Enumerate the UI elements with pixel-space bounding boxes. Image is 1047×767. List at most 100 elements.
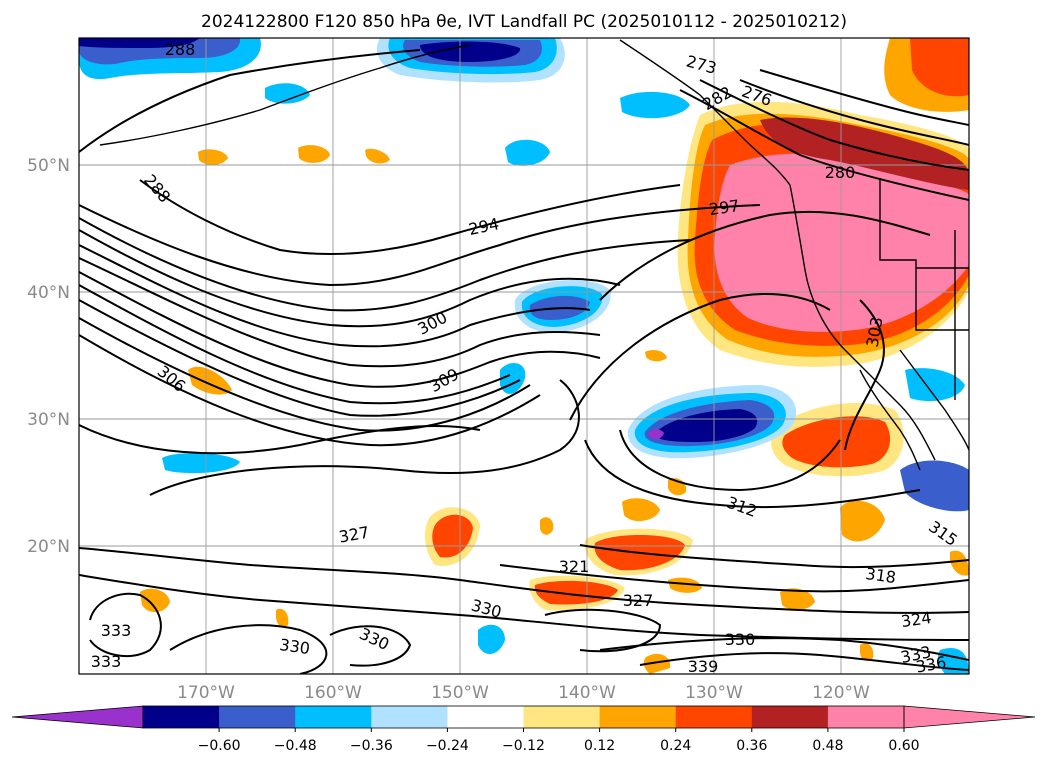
- theta-e-contours: [79, 49, 969, 674]
- colorbar-tick-label: 0.48: [812, 738, 843, 754]
- lon-label-160: 160°W: [304, 683, 362, 703]
- positive-region-ne-corner-red: [910, 38, 969, 97]
- contour-label: 324: [900, 608, 933, 631]
- coastline-baja: [859, 369, 921, 471]
- contour-line: [679, 89, 969, 201]
- lon-label-130: 130°W: [685, 683, 743, 703]
- positive-patch-9: [198, 149, 228, 166]
- negative-region-central-purple: [648, 429, 664, 440]
- colorbar-tick-label: 0.12: [584, 738, 615, 754]
- negative-region-small-2: [620, 91, 690, 119]
- positive-region-mexico-red: [782, 416, 891, 468]
- coastline-us-west: [789, 184, 936, 461]
- positive-patch-15: [643, 653, 671, 674]
- colorbar-cell: [523, 706, 601, 728]
- colorbar: −0.60 −0.48 −0.36 −0.24 −0.12 0.12 0.24 0.36 0.4…: [11, 705, 1036, 754]
- positive-patch-17: [860, 643, 874, 661]
- state-border-1: [879, 178, 969, 331]
- contour-line: [599, 637, 969, 661]
- positive-patch-6: [140, 588, 170, 613]
- colorbar-extend-max: [903, 705, 1036, 729]
- negative-region-small-7: [478, 624, 505, 655]
- coastline-british-columbia: [619, 39, 791, 186]
- colorbar-cell: [599, 706, 677, 728]
- contour-line: [599, 210, 931, 301]
- positive-patch-14: [668, 577, 702, 593]
- contour-label: 330: [278, 635, 311, 658]
- map-panel: 288 288 294 297 300 306 309 312 315 318 …: [78, 37, 970, 677]
- negative-region-small-3: [265, 83, 310, 104]
- lon-label-140: 140°W: [558, 683, 616, 703]
- contour-line: [619, 429, 841, 492]
- contour-line: [79, 49, 421, 153]
- contour-label: 297: [708, 196, 741, 219]
- contour-line: [169, 624, 328, 674]
- contour-label: 288: [165, 40, 196, 59]
- negative-region-central-dark: [654, 409, 758, 442]
- contour-line: [139, 179, 681, 256]
- colorbar-tick-label: 0.60: [888, 738, 919, 754]
- contour-line: [739, 79, 969, 146]
- negative-region-small-4: [162, 453, 240, 474]
- contour-line: [79, 244, 591, 348]
- coastlines: [99, 39, 969, 471]
- lat-label-50: 50°N: [27, 156, 70, 176]
- negative-region-small-5: [900, 460, 969, 512]
- lon-label-170: 170°W: [177, 683, 235, 703]
- lon-label-120: 120°W: [812, 683, 870, 703]
- colorbar-extend-min: [11, 705, 144, 729]
- contour-label: 318: [864, 564, 897, 587]
- contour-line: [579, 544, 969, 569]
- contour-line: [79, 317, 531, 432]
- contour-line: [699, 79, 969, 171]
- positive-patch-1: [188, 366, 232, 395]
- contour-label: 333: [101, 621, 132, 640]
- positive-patch-7: [622, 498, 660, 522]
- contour-line: [79, 204, 761, 287]
- colorbar-cells: [11, 705, 1036, 729]
- contour-line: [89, 592, 162, 658]
- colorbar-cell: [447, 706, 524, 728]
- contour-label: 321: [559, 557, 590, 576]
- colorbar-cell: [143, 706, 220, 728]
- colorbar-cell: [675, 706, 753, 728]
- colorbar-tick-label: −0.12: [502, 738, 545, 754]
- contour-line: [569, 293, 831, 421]
- contour-line: [79, 284, 511, 405]
- positive-patch-5: [840, 500, 885, 542]
- colorbar-tick-label: 0.36: [736, 738, 767, 754]
- colorbar-tick-label: −0.48: [274, 738, 317, 754]
- lat-label-30: 30°N: [27, 410, 70, 430]
- positive-patch-11: [365, 148, 390, 164]
- positive-patch-2-red: [432, 514, 473, 558]
- colorbar-cell: [371, 706, 448, 728]
- contour-line: [79, 257, 601, 368]
- positive-patch-19: [950, 550, 969, 576]
- lat-label-20: 20°N: [27, 537, 70, 557]
- colorbar-tick-label: 0.24: [660, 738, 691, 754]
- contour-line: [79, 547, 969, 614]
- contour-line: [759, 69, 969, 126]
- colorbar-tick-label: −0.24: [426, 738, 469, 754]
- contour-label: 330: [725, 630, 756, 649]
- positive-region-nw-coast-pink: [714, 153, 969, 332]
- longitude-labels: 170°W 160°W 150°W 140°W 130°W 120°W: [177, 683, 870, 703]
- lat-label-40: 40°N: [27, 283, 70, 303]
- grid-lines: [79, 38, 969, 674]
- coastline-mexico: [899, 349, 969, 451]
- contour-label: 327: [623, 591, 654, 610]
- contour-line: [79, 217, 691, 312]
- colorbar-cell: [219, 706, 296, 728]
- colorbar-ticks: −0.60 −0.48 −0.36 −0.24 −0.12 0.12 0.24 0.36 0.4…: [198, 728, 920, 754]
- coastline-alaska: [99, 44, 471, 146]
- colorbar-cell: [295, 706, 372, 728]
- contour-line: [149, 379, 580, 496]
- positive-region-nw-coast-darkred: [760, 117, 969, 190]
- contour-line: [844, 299, 885, 451]
- positive-patch-3-red: [534, 580, 618, 605]
- negative-region-small-1: [505, 139, 550, 166]
- positive-patch-8: [780, 588, 815, 610]
- contour-line: [329, 625, 412, 667]
- colorbar-tick-label: −0.60: [198, 738, 241, 754]
